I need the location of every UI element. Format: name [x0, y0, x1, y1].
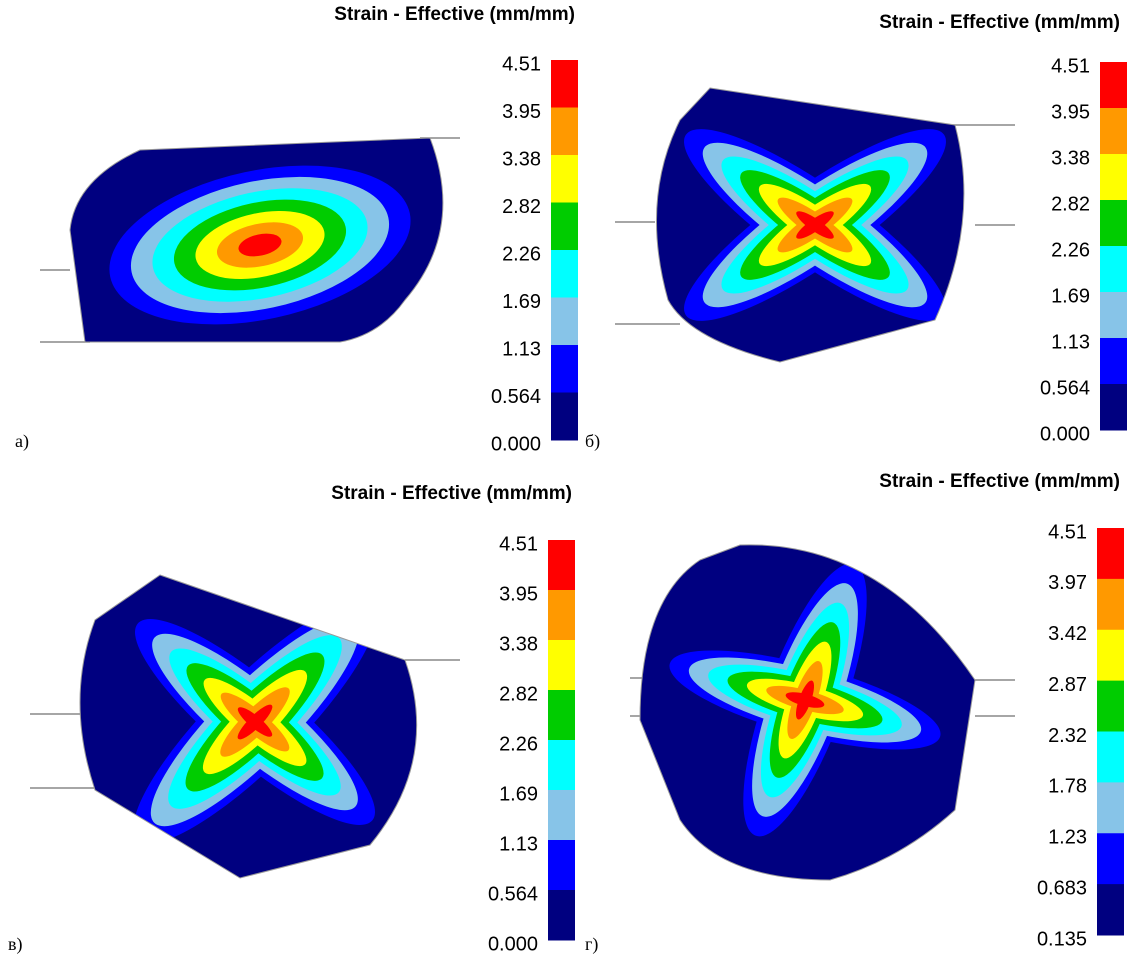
colorbar-tick-label: 1.78	[1048, 776, 1087, 798]
panel-title: Strain - Effective (mm/mm)	[331, 483, 572, 504]
colorbar-band	[1097, 630, 1124, 681]
panel: Strain - Effective (mm/mm) а) 4.51 3.95 3.38…	[15, 4, 578, 455]
colorbar-tick-label: 4.51	[502, 53, 541, 75]
panel-label: г)	[585, 934, 598, 955]
panel-title: Strain - Effective (mm/mm)	[879, 471, 1120, 492]
colorbar-band	[1100, 338, 1127, 385]
colorbar-tick-label: 3.38	[1051, 147, 1090, 169]
figure: Strain - Effective (mm/mm) а) 4.51 3.95 3.38…	[0, 0, 1130, 964]
colorbar-tick-label: 3.95	[499, 583, 538, 605]
colorbar-tick-label: 0.000	[491, 433, 541, 455]
colorbar-tick-label: 2.82	[499, 683, 538, 705]
contour-plot	[80, 574, 417, 878]
colorbar-tick-label: 4.51	[1051, 55, 1090, 77]
colorbar-band	[548, 890, 575, 941]
colorbar-tick-label: 0.000	[1040, 423, 1090, 445]
panel-label: в)	[8, 934, 23, 955]
colorbar-tick-label: 2.82	[502, 196, 541, 218]
colorbar-band	[1097, 579, 1124, 630]
panel: Strain - Effective (mm/mm) б) 4.51 3.95 3.38…	[585, 12, 1127, 452]
colorbar-band	[1097, 833, 1124, 884]
colorbar-tick-label: 0.564	[1040, 377, 1090, 399]
panel-title: Strain - Effective (mm/mm)	[334, 4, 575, 25]
colorbar-band	[1097, 782, 1124, 833]
colorbar-tick-label: 1.13	[1051, 331, 1090, 353]
colorbar-band	[551, 203, 578, 251]
colorbar-tick-label: 1.69	[502, 291, 541, 313]
colorbar-band	[548, 790, 575, 841]
colorbar-tick-label: 3.38	[499, 633, 538, 655]
colorbar-tick-label: 2.26	[1051, 239, 1090, 261]
panel-label: а)	[15, 431, 29, 452]
colorbar-band	[551, 250, 578, 298]
colorbar-tick-label: 0.683	[1037, 877, 1087, 899]
colorbar-tick-label: 1.69	[1051, 285, 1090, 307]
colorbar-band	[1097, 681, 1124, 732]
colorbar-band	[551, 298, 578, 346]
colorbar-band	[1100, 154, 1127, 201]
colorbar-band	[551, 345, 578, 393]
colorbar-band	[548, 840, 575, 891]
colorbar-tick-label: 2.87	[1048, 674, 1087, 696]
contour-plot	[640, 545, 975, 880]
colorbar-band	[1100, 292, 1127, 339]
colorbar-tick-label: 2.26	[502, 243, 541, 265]
colorbar-tick-label: 3.38	[502, 148, 541, 170]
contour-plot	[70, 138, 443, 350]
panel-title: Strain - Effective (mm/mm)	[879, 12, 1120, 33]
colorbar-tick-label: 2.82	[1051, 193, 1090, 215]
colorbar-band	[551, 155, 578, 203]
colorbar-band	[1097, 528, 1124, 579]
colorbar-band	[551, 108, 578, 156]
colorbar-tick-label: 2.26	[499, 733, 538, 755]
colorbar-tick-label: 4.51	[1048, 521, 1087, 543]
colorbar-tick-label: 3.95	[502, 101, 541, 123]
colorbar-band	[548, 590, 575, 641]
colorbar-band	[548, 540, 575, 591]
colorbar-tick-label: 1.13	[499, 833, 538, 855]
colorbar-band	[551, 60, 578, 108]
colorbar-band	[1097, 884, 1124, 935]
panel: Strain - Effective (mm/mm) в) 4.51 3.95 3.38…	[8, 483, 575, 955]
colorbar-band	[548, 740, 575, 791]
colorbar-tick-label: 0.564	[488, 883, 538, 905]
colorbar-band	[1097, 732, 1124, 783]
colorbar-tick-label: 1.69	[499, 783, 538, 805]
colorbar-tick-label: 0.135	[1037, 928, 1087, 950]
colorbar-tick-label: 1.13	[502, 338, 541, 360]
colorbar-tick-label: 0.000	[488, 933, 538, 955]
panel-label: б)	[585, 431, 600, 452]
colorbar-band	[1100, 384, 1127, 431]
colorbar-band	[551, 393, 578, 441]
colorbar-tick-label: 4.51	[499, 533, 538, 555]
colorbar-tick-label: 1.23	[1048, 827, 1087, 849]
colorbar-tick-label: 3.42	[1048, 623, 1087, 645]
colorbar-band	[1100, 108, 1127, 155]
colorbar-band	[1100, 246, 1127, 293]
panel: Strain - Effective (mm/mm) г) 4.51 3.97 3.42…	[585, 471, 1124, 955]
colorbar-band	[548, 690, 575, 741]
colorbar-tick-label: 3.95	[1051, 101, 1090, 123]
colorbar-tick-label: 0.564	[491, 386, 541, 408]
colorbar-band	[1100, 62, 1127, 109]
contour-plot	[656, 88, 966, 362]
colorbar-band	[548, 640, 575, 691]
colorbar-band	[1100, 200, 1127, 247]
colorbar-tick-label: 2.32	[1048, 725, 1087, 747]
colorbar-tick-label: 3.97	[1048, 572, 1087, 594]
